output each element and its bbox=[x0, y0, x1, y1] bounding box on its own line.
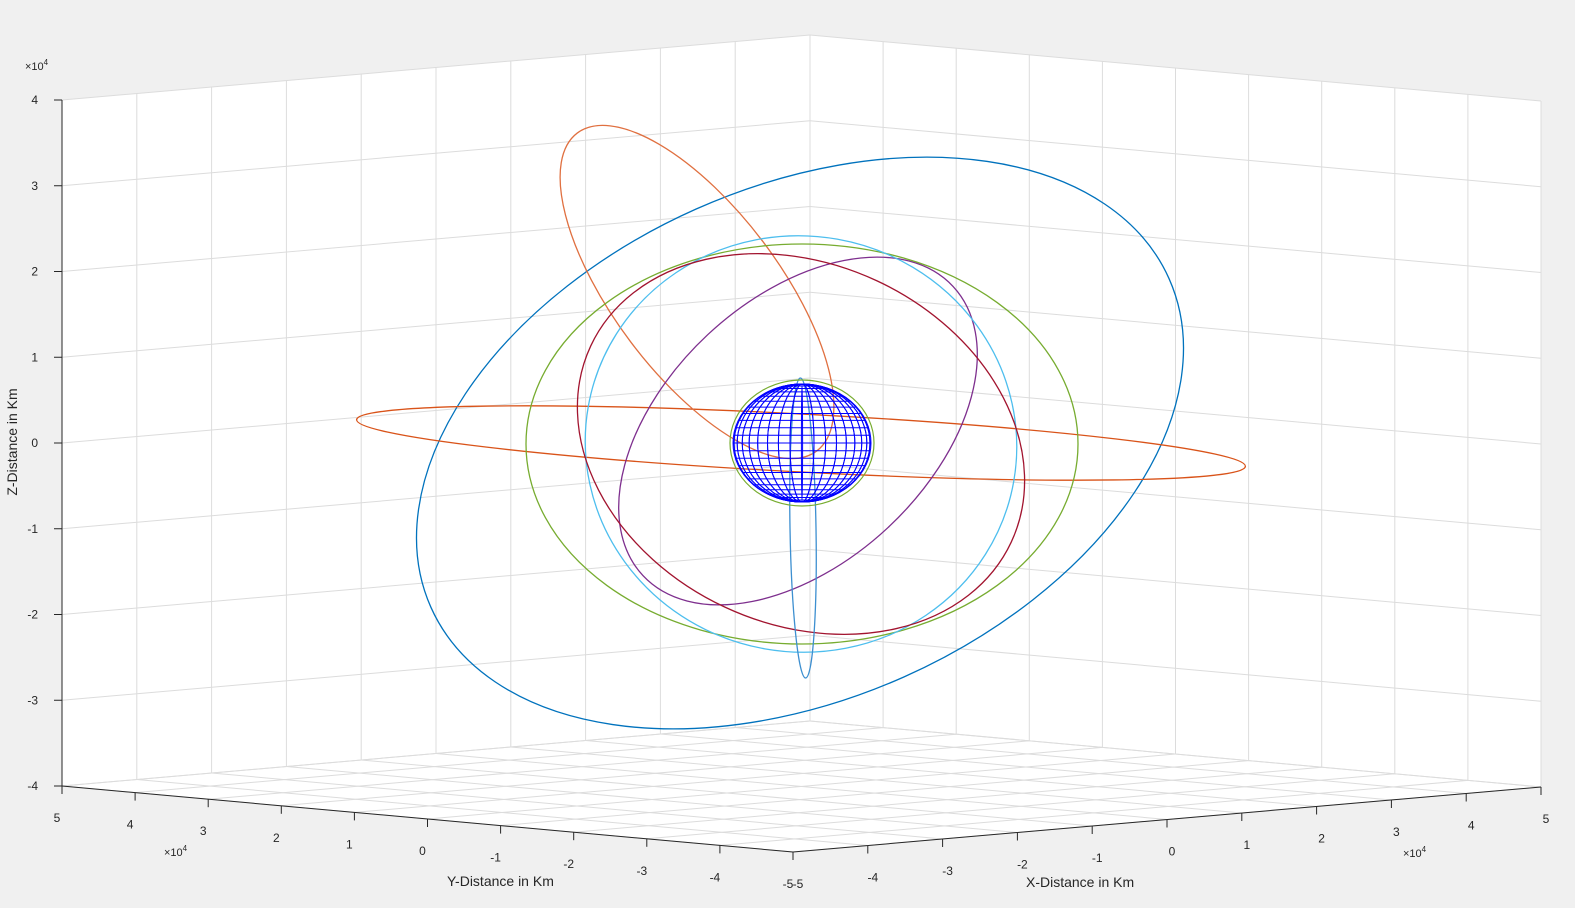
grid-line-z-wall-yz bbox=[809, 120, 1542, 188]
svg-text:×104: ×104 bbox=[25, 58, 49, 73]
z-tick-label: 1 bbox=[31, 350, 38, 364]
z-tick-label: -2 bbox=[27, 608, 38, 622]
orbit-line-1[interactable] bbox=[327, 45, 1273, 841]
y-exponent-label: ×104 bbox=[164, 844, 188, 859]
z-tick-label: -4 bbox=[27, 779, 38, 793]
grid-line-z-wall-yz bbox=[809, 720, 1542, 788]
grid-line-y-floor bbox=[646, 773, 1395, 840]
y-tick-label: -4 bbox=[710, 870, 721, 884]
grid-line-z-wall-xz bbox=[61, 120, 811, 187]
grid-line-z-wall-xz bbox=[61, 34, 811, 101]
y-tick-label: 2 bbox=[273, 831, 280, 845]
grid-line-z-wall-yz bbox=[809, 291, 1542, 359]
grid-line-y-floor bbox=[500, 760, 1249, 827]
z-axis-label: Z-Distance in Km bbox=[4, 388, 20, 495]
grid-line-z-wall-yz bbox=[809, 549, 1542, 616]
y-tick-label: 5 bbox=[54, 811, 61, 825]
x-tick-label: -1 bbox=[1092, 851, 1103, 865]
x-tick-label: -4 bbox=[867, 871, 878, 885]
x-axis-label: X-Distance in Km bbox=[1026, 874, 1134, 890]
earth-outline bbox=[729, 379, 875, 507]
x-tick-label: -2 bbox=[1017, 858, 1028, 872]
axis-lines bbox=[54, 99, 1542, 860]
orbit-line-7[interactable] bbox=[515, 183, 1088, 705]
grid-line-y-floor bbox=[719, 779, 1468, 846]
svg-text:×104: ×104 bbox=[164, 844, 188, 859]
grid-line-z-wall-xz bbox=[61, 291, 811, 358]
grid-line-y-floor bbox=[354, 746, 1103, 813]
grid-line-z-wall-xz bbox=[61, 377, 811, 444]
orbit-line-4[interactable] bbox=[553, 190, 1043, 672]
y-axis-label: Y-Distance in Km bbox=[447, 873, 554, 889]
grid-line-z-wall-yz bbox=[809, 377, 1542, 445]
x-tick-label: 0 bbox=[1169, 845, 1176, 859]
grid-line-z-wall-yz bbox=[809, 634, 1542, 702]
grid-line-y-floor bbox=[427, 753, 1176, 820]
x-tick-label: 4 bbox=[1468, 819, 1475, 833]
z-tick-label: -1 bbox=[27, 522, 38, 536]
grid-line-z-wall-xz bbox=[61, 549, 811, 615]
x-tick-label: 2 bbox=[1318, 832, 1325, 846]
grid-line-y-floor bbox=[135, 727, 884, 794]
z-tick-label: -3 bbox=[27, 693, 38, 707]
y-tick-label: -1 bbox=[490, 851, 501, 865]
x-tick-label: -5 bbox=[793, 877, 804, 891]
orbit-series bbox=[327, 45, 1273, 841]
grid-line-y-floor bbox=[208, 733, 957, 800]
grid-line-y-floor bbox=[281, 740, 1030, 807]
grid-line-z-wall-yz bbox=[809, 34, 1542, 102]
y-tick-label: 3 bbox=[200, 824, 207, 838]
earth-wireframe bbox=[729, 379, 875, 507]
x-tick-label: 3 bbox=[1393, 825, 1400, 839]
svg-text:×104: ×104 bbox=[1403, 845, 1427, 860]
z-tick-label: 4 bbox=[31, 93, 38, 107]
grid-line-z-wall-yz bbox=[809, 206, 1542, 273]
z-tick-label: 3 bbox=[31, 179, 38, 193]
y-tick-label: -2 bbox=[563, 857, 574, 871]
y-tick-label: 1 bbox=[346, 837, 353, 851]
orbit-line-8[interactable] bbox=[787, 377, 818, 679]
y-tick-label: 0 bbox=[419, 844, 426, 858]
x-tick-label: 5 bbox=[1543, 812, 1550, 826]
grid-line-z-wall-xz bbox=[61, 634, 811, 701]
y-tick-label: -3 bbox=[636, 864, 647, 878]
tick-labels: -5 -4 -3 -2 -1 0 1 2 3 4 5 -5 -4 -3 -2 -1 0 1 2 3 4 5 -4 -3 -2 -1… bbox=[27, 93, 1549, 891]
orbit-line-5[interactable] bbox=[525, 243, 1079, 645]
z-tick-label: 0 bbox=[31, 436, 38, 450]
y-tick-label: 4 bbox=[127, 818, 134, 832]
grid-line-z-wall-xz bbox=[61, 206, 811, 272]
x-tick-label: -3 bbox=[942, 864, 953, 878]
y-tick-label: -5 bbox=[783, 877, 794, 891]
earth-meridian-line bbox=[733, 383, 871, 503]
x-exponent-label: ×104 bbox=[1403, 845, 1427, 860]
x-tick-label: 1 bbox=[1243, 838, 1250, 852]
orbit-line-6[interactable] bbox=[552, 202, 1050, 687]
grid-line-z-wall-xz bbox=[61, 463, 811, 530]
grid-line-y-floor bbox=[573, 766, 1322, 833]
grid-line-z-wall-yz bbox=[809, 463, 1542, 531]
z-exponent-label: ×104 bbox=[25, 58, 49, 73]
grid-line-z-wall-xz bbox=[61, 720, 811, 787]
z-tick-label: 2 bbox=[31, 265, 38, 279]
